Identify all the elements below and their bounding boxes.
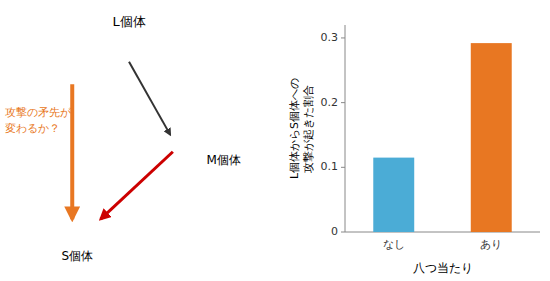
x-tick-label: なし bbox=[383, 238, 405, 251]
bar bbox=[373, 158, 414, 232]
x-axis-label: 八つ当たり bbox=[413, 261, 473, 275]
y-tick-label: 0.3 bbox=[321, 31, 339, 44]
y-tick-label: 0.2 bbox=[321, 96, 339, 109]
arrow bbox=[129, 62, 170, 135]
arrow bbox=[101, 152, 173, 219]
y-tick bbox=[341, 37, 345, 38]
y-tick-label: 0.1 bbox=[321, 160, 339, 173]
y-tick bbox=[341, 232, 345, 233]
y-tick bbox=[341, 102, 345, 103]
axes: 0 0.1 0.2 0.3 なし あり bbox=[321, 25, 541, 251]
bar bbox=[471, 43, 512, 232]
annotation: L個体 bbox=[112, 14, 145, 29]
y-axis-label: L個体からS個体への攻撃が起きた割合 bbox=[288, 78, 315, 179]
x-tick-label: あり bbox=[480, 238, 502, 251]
annotation: M個体 bbox=[206, 153, 240, 167]
y-tick-label: 0 bbox=[331, 225, 338, 238]
chart: L個体 M個体 S個体 攻撃の矛先が変わるか？ 0 0.1 0.2 0.3 なし あり八つ当たり L… bbox=[0, 0, 550, 281]
arrow bbox=[70, 84, 74, 219]
annotation: 攻撃の矛先が変わるか？ bbox=[5, 106, 72, 136]
y-tick bbox=[341, 167, 345, 168]
background bbox=[0, 0, 550, 281]
chart-container: L個体 M個体 S個体 攻撃の矛先が変わるか？ 0 0.1 0.2 0.3 なし あり八つ当たり L… bbox=[0, 0, 550, 281]
y-axis-line bbox=[345, 25, 346, 232]
diagram: L個体 M個体 S個体 攻撃の矛先が変わるか？ bbox=[5, 14, 241, 262]
annotation: S個体 bbox=[62, 248, 94, 262]
bars bbox=[373, 43, 511, 232]
